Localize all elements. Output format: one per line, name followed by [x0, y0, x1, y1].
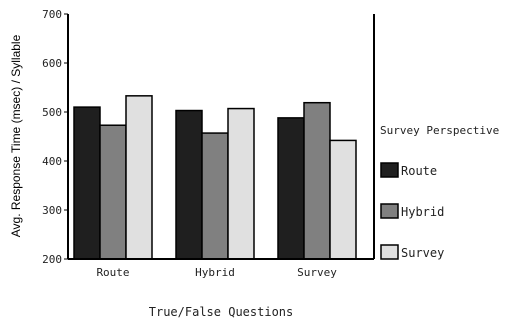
x-tick-label: Route [96, 266, 129, 279]
x-axis-label: True/False Questions [149, 305, 294, 319]
bar-route-survey [125, 95, 153, 260]
bar-hybrid-route [175, 109, 203, 260]
y-tick-label: 600 [42, 57, 62, 70]
bar-survey-survey [329, 139, 357, 260]
y-tick-label: 400 [42, 155, 62, 168]
x-tick-label: Hybrid [195, 266, 235, 279]
x-axis-categories: Route Hybrid Survey [96, 266, 337, 279]
y-tick-label: 500 [42, 106, 62, 119]
y-axis-label: Avg. Response Time (msec) / Syllable [9, 34, 23, 237]
legend-label-hybrid: Hybrid [401, 205, 444, 219]
legend-swatch-survey [380, 244, 399, 260]
y-tick-label: 200 [42, 253, 62, 266]
legend-label-route: Route [401, 164, 437, 178]
x-tick-label: Survey [297, 266, 337, 279]
bar-survey-hybrid [303, 101, 331, 260]
y-tick-label: 700 [42, 8, 62, 21]
plot-area [67, 14, 375, 260]
legend-swatch-route [380, 162, 399, 178]
legend-label-survey: Survey [401, 246, 444, 260]
y-tick-label: 300 [42, 204, 62, 217]
bar-route-route [73, 106, 101, 260]
y-axis-ticks: 200 300 400 500 600 700 [42, 8, 68, 266]
bar-survey-route [277, 117, 305, 260]
legend-swatch-hybrid [380, 203, 399, 219]
bar-hybrid-survey [227, 107, 255, 260]
bar-route-hybrid [99, 124, 127, 260]
bar-hybrid-hybrid [201, 132, 229, 260]
legend: Route Hybrid Survey [380, 162, 444, 260]
legend-title: Survey Perspective [380, 124, 499, 137]
